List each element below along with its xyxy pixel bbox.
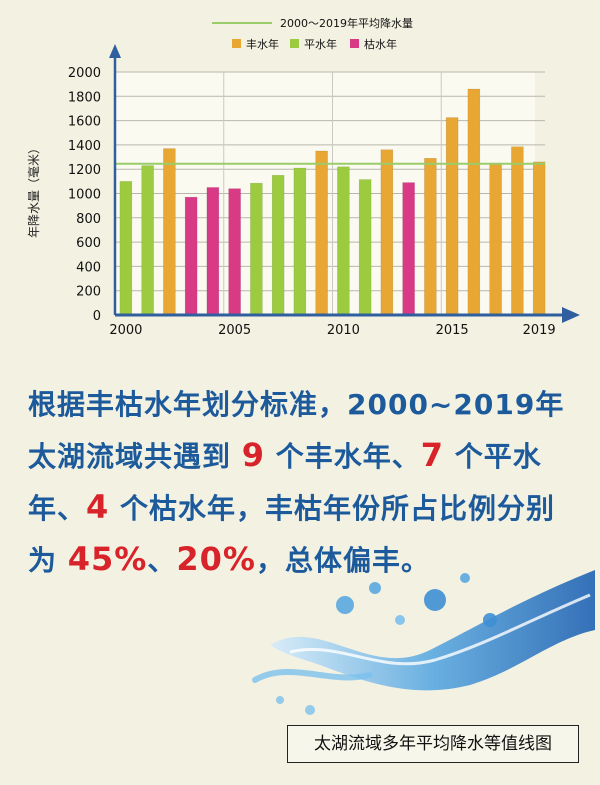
dry-year-count: 4 — [86, 488, 110, 526]
y-tick-label: 1800 — [68, 90, 101, 105]
summary-part-5: 、 — [147, 544, 177, 577]
legend-swatch — [350, 39, 359, 48]
y-axis-label: 年降水量（毫米） — [26, 142, 41, 238]
summary-part-6: ，总体偏丰。 — [255, 544, 430, 577]
y-tick-label: 0 — [93, 309, 101, 324]
legend-label: 平水年 — [304, 37, 337, 51]
water-splash-decoration — [252, 570, 595, 715]
bar-2007 — [271, 175, 285, 316]
bar-2003 — [184, 196, 198, 316]
bar-2002 — [163, 148, 176, 316]
x-tick-label: 2019 — [523, 323, 556, 338]
bar-2014 — [424, 158, 437, 316]
precipitation-bar-chart: 0 200 400 600 800 1000 1200 1400 1600 1800 2000 200… — [26, 16, 580, 338]
bar-2004 — [206, 187, 220, 316]
bar-2011 — [358, 179, 372, 316]
bar-2018 — [511, 146, 524, 316]
bar-2019 — [532, 161, 546, 316]
bar-2013 — [402, 182, 415, 316]
y-tick-label: 200 — [76, 285, 101, 300]
summary-part-4: 个枯水年，丰枯年份所占比例分别为 — [28, 492, 556, 577]
bar-2006 — [250, 182, 263, 316]
x-tick-label: 2005 — [218, 323, 251, 338]
bar-2016 — [467, 88, 481, 316]
dry-year-percentage: 20% — [176, 540, 256, 578]
y-tick-label: 600 — [76, 236, 101, 251]
bar-2010 — [337, 166, 350, 316]
wet-year-percentage: 45% — [67, 540, 148, 578]
legend-label: 枯水年 — [364, 37, 397, 51]
y-tick-label: 1400 — [68, 139, 101, 154]
x-tick-label: 2000 — [109, 323, 142, 338]
bar-2015 — [445, 117, 459, 316]
x-tick-label: 2010 — [327, 323, 360, 338]
normal-year-count: 7 — [420, 436, 445, 474]
y-axis-arrow — [109, 44, 121, 58]
bar-2001 — [141, 165, 154, 316]
y-tick-label: 1000 — [68, 188, 101, 203]
summary-part-2: 个丰水年、 — [265, 440, 421, 473]
legend-swatch — [232, 39, 241, 48]
bar-2008 — [293, 167, 307, 316]
wet-year-count: 9 — [241, 436, 266, 474]
x-tick-label: 2015 — [436, 323, 469, 338]
y-tick-label: 2000 — [68, 66, 101, 81]
bar-2017 — [489, 162, 502, 316]
legend-swatch — [290, 39, 299, 48]
y-tick-label: 400 — [76, 260, 101, 275]
bar-2012 — [380, 149, 394, 316]
y-tick-label: 1600 — [68, 115, 101, 130]
summary-part-3: 个平水年、 — [28, 440, 542, 525]
legend-mean-line-label: 2000～2019年平均降水量 — [280, 16, 413, 30]
summary-part-1: 根据丰枯水年划分标准，2000~2019年太湖流域共遇到 — [28, 388, 565, 473]
bar-2009 — [315, 150, 328, 316]
x-axis-arrow — [562, 307, 580, 323]
map-caption: 太湖流域多年平均降水等值线图 — [287, 725, 579, 763]
legend-label: 丰水年 — [246, 37, 279, 51]
y-tick-label: 800 — [76, 212, 101, 227]
bar-2005 — [228, 188, 241, 316]
y-tick-label: 1200 — [68, 163, 101, 178]
bar-2000 — [119, 181, 133, 316]
summary-text: 根据丰枯水年划分标准，2000~2019年太湖流域共遇到 9 个丰水年、7 个平… — [28, 380, 578, 586]
